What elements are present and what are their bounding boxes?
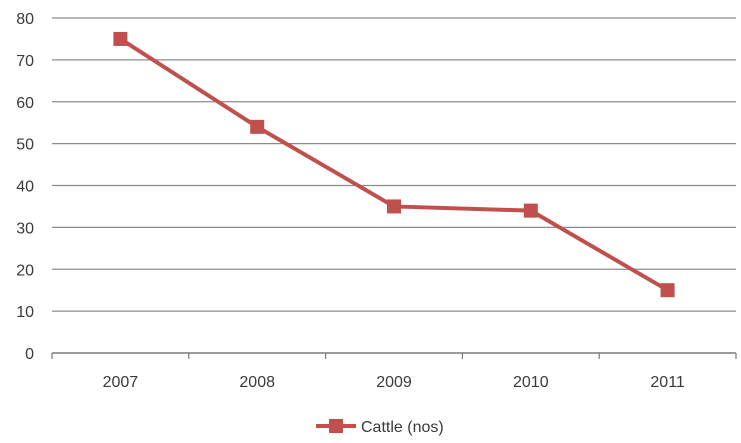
data-point-2011 <box>660 283 675 298</box>
data-point-2007 <box>113 31 128 46</box>
y-tick-label-50: 50 <box>16 137 34 154</box>
data-point-2010 <box>523 203 538 218</box>
series-cattle <box>113 31 675 298</box>
gridlines <box>52 17 736 312</box>
legend: Cattle (nos) <box>316 419 444 436</box>
y-tick-label-40: 40 <box>16 179 34 196</box>
x-tick-label-2011: 2011 <box>650 374 685 391</box>
y-tick-label-70: 70 <box>16 53 34 70</box>
y-axis-tick-labels: 0 10 20 30 40 50 60 70 80 <box>16 11 34 363</box>
y-tick-label-60: 60 <box>16 95 34 112</box>
legend-label-cattle: Cattle (nos) <box>361 419 444 436</box>
x-tick-label-2007: 2007 <box>103 374 139 391</box>
y-tick-label-20: 20 <box>16 262 34 279</box>
axes <box>51 352 737 359</box>
x-tick-label-2009: 2009 <box>376 374 412 391</box>
y-tick-label-10: 10 <box>16 304 34 321</box>
data-point-2008 <box>250 119 265 134</box>
series-line-cattle <box>119 37 669 292</box>
x-tick-label-2008: 2008 <box>239 374 275 391</box>
y-tick-label-80: 80 <box>16 11 34 28</box>
y-tick-label-0: 0 <box>25 346 34 363</box>
y-tick-label-30: 30 <box>16 220 34 237</box>
legend-square-marker <box>329 419 343 433</box>
x-tick-label-2010: 2010 <box>513 374 549 391</box>
data-point-2009 <box>387 199 401 214</box>
x-axis-tick-labels: 2007 2008 2009 2010 2011 <box>103 374 685 391</box>
